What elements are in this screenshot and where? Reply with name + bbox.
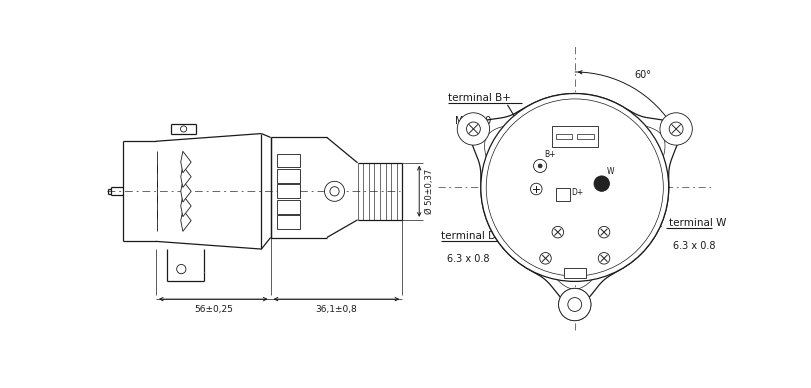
Text: 60°: 60° bbox=[633, 70, 650, 80]
Text: 6.3 x 0.8: 6.3 x 0.8 bbox=[446, 254, 489, 264]
Text: D+: D+ bbox=[570, 187, 582, 197]
Polygon shape bbox=[181, 180, 191, 202]
Circle shape bbox=[567, 298, 581, 312]
Circle shape bbox=[486, 99, 663, 276]
Text: terminal B+: terminal B+ bbox=[448, 93, 511, 103]
Circle shape bbox=[558, 288, 590, 320]
Circle shape bbox=[530, 183, 542, 195]
Circle shape bbox=[466, 122, 480, 136]
Circle shape bbox=[329, 187, 339, 196]
Circle shape bbox=[539, 253, 551, 264]
Circle shape bbox=[324, 181, 344, 201]
Bar bbox=[555, 133, 572, 139]
Text: 36,1±0,8: 36,1±0,8 bbox=[315, 305, 357, 314]
Bar bbox=[277, 154, 299, 168]
Polygon shape bbox=[181, 166, 191, 187]
Circle shape bbox=[533, 159, 546, 172]
Text: terminal W: terminal W bbox=[668, 218, 726, 228]
Text: Ø 50±0,37: Ø 50±0,37 bbox=[425, 169, 434, 214]
Text: terminal D+: terminal D+ bbox=[440, 231, 504, 241]
Bar bbox=[577, 133, 594, 139]
Text: W: W bbox=[607, 167, 614, 176]
Bar bbox=[277, 184, 299, 198]
Text: 6.3 x 0.8: 6.3 x 0.8 bbox=[672, 241, 715, 251]
Circle shape bbox=[598, 226, 609, 238]
Polygon shape bbox=[181, 210, 191, 231]
Text: B+: B+ bbox=[544, 150, 556, 159]
Circle shape bbox=[457, 113, 489, 145]
Bar bbox=[556, 188, 569, 201]
Circle shape bbox=[668, 122, 682, 136]
Circle shape bbox=[177, 265, 186, 274]
Circle shape bbox=[480, 94, 668, 281]
Circle shape bbox=[594, 176, 609, 191]
Circle shape bbox=[567, 298, 581, 312]
Polygon shape bbox=[181, 151, 191, 173]
Bar bbox=[551, 126, 597, 147]
Circle shape bbox=[180, 126, 187, 132]
Text: 56±0,25: 56±0,25 bbox=[194, 305, 233, 314]
Polygon shape bbox=[181, 195, 191, 217]
Bar bbox=[564, 268, 585, 278]
Text: M6/S10: M6/S10 bbox=[454, 116, 491, 126]
Circle shape bbox=[558, 288, 590, 320]
Circle shape bbox=[659, 113, 692, 145]
Circle shape bbox=[551, 226, 563, 238]
Bar bbox=[277, 169, 299, 183]
Bar bbox=[277, 215, 299, 229]
Circle shape bbox=[538, 164, 542, 168]
Circle shape bbox=[598, 253, 609, 264]
Bar bbox=[277, 200, 299, 214]
